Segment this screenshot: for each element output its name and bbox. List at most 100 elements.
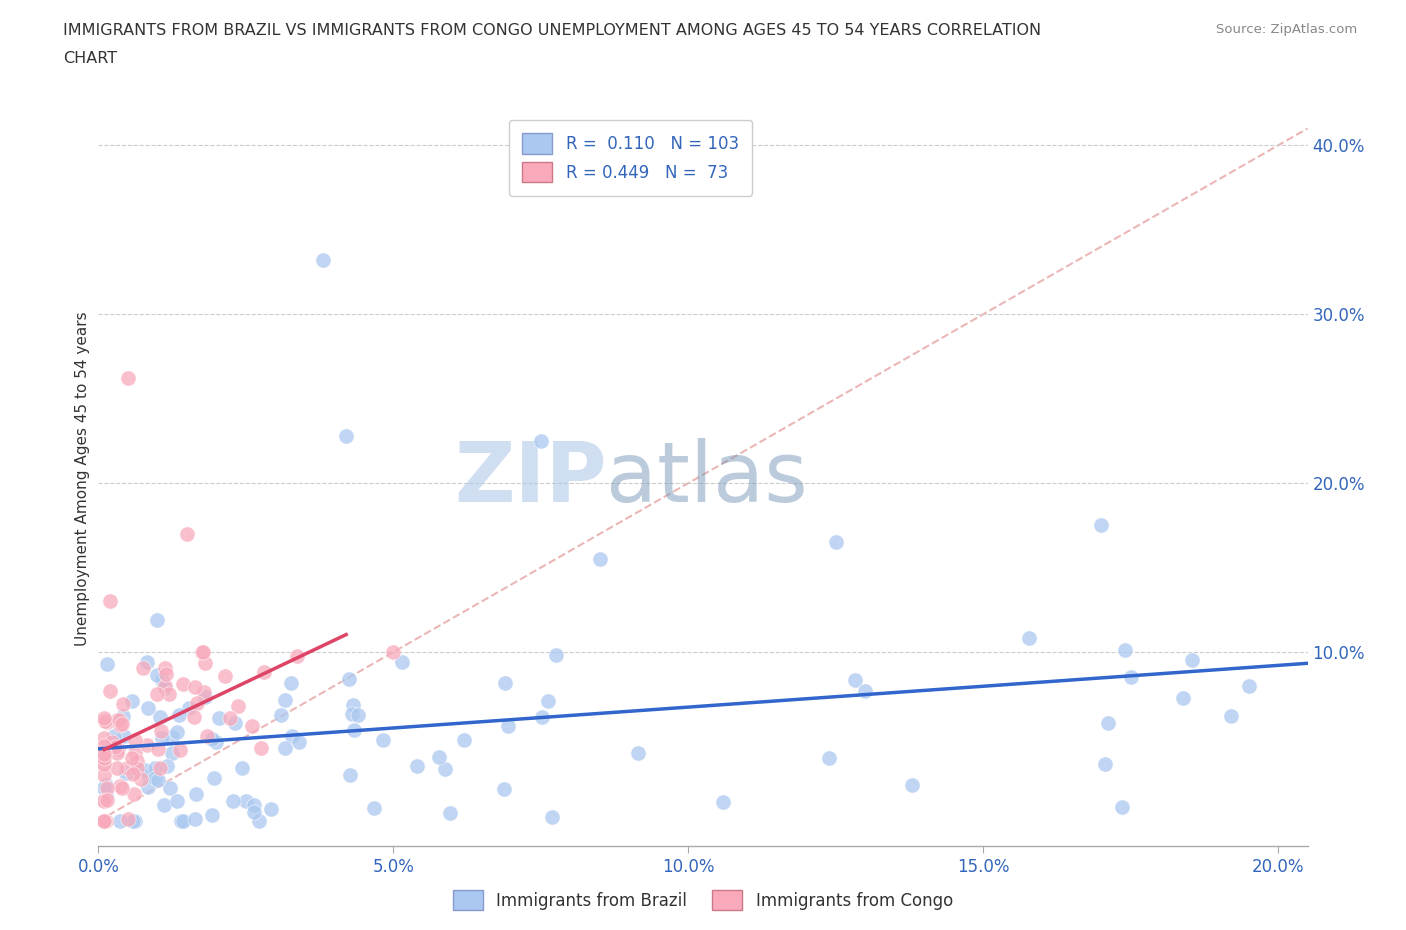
Point	[337, 671, 360, 686]
Point	[93, 814, 115, 829]
Point	[146, 668, 169, 683]
Point	[169, 743, 191, 758]
Point	[121, 814, 143, 829]
Point	[94, 714, 117, 729]
Point	[172, 677, 194, 692]
Point	[453, 733, 475, 748]
Point	[111, 697, 134, 711]
Point	[901, 777, 924, 792]
Point	[96, 788, 118, 803]
Point	[818, 751, 841, 765]
Point	[111, 709, 134, 724]
Point	[260, 802, 283, 817]
Point	[149, 724, 172, 738]
Legend: Immigrants from Brazil, Immigrants from Congo: Immigrants from Brazil, Immigrants from …	[447, 884, 959, 917]
Point	[1018, 631, 1040, 645]
Point	[177, 701, 200, 716]
Point	[1220, 708, 1243, 723]
Point	[108, 713, 131, 728]
Point	[149, 761, 172, 776]
Point	[183, 710, 205, 724]
Point	[274, 693, 297, 708]
Point	[108, 718, 131, 733]
Point	[184, 787, 207, 802]
Point	[433, 762, 456, 777]
Point	[1237, 678, 1260, 693]
Point	[194, 656, 217, 671]
Point	[405, 759, 427, 774]
Point	[105, 761, 128, 776]
Point	[252, 665, 274, 680]
Point	[110, 778, 132, 793]
Point	[186, 696, 208, 711]
Point	[250, 740, 273, 755]
Point	[531, 710, 554, 724]
Point	[117, 761, 139, 776]
Point	[93, 757, 115, 772]
Point	[627, 746, 650, 761]
Point	[235, 793, 257, 808]
Point	[136, 737, 159, 752]
Point	[111, 780, 134, 795]
Point	[204, 735, 226, 750]
Point	[155, 681, 177, 696]
Point	[134, 763, 156, 777]
Point	[115, 765, 138, 780]
Point	[496, 718, 519, 733]
Point	[193, 684, 215, 699]
Point	[159, 780, 181, 795]
Point	[107, 742, 129, 757]
Point	[150, 731, 173, 746]
Point	[125, 754, 148, 769]
Point	[195, 729, 218, 744]
Point	[176, 526, 198, 541]
Point	[93, 780, 115, 795]
Point	[391, 655, 413, 670]
Point	[589, 551, 612, 566]
Point	[111, 717, 134, 732]
Point	[117, 371, 139, 386]
Point	[94, 777, 117, 792]
Point	[93, 757, 115, 772]
Point	[122, 787, 145, 802]
Point	[335, 429, 357, 444]
Point	[121, 751, 143, 765]
Point	[160, 730, 183, 745]
Point	[105, 712, 128, 727]
Point	[153, 660, 176, 675]
Point	[93, 731, 115, 746]
Point	[93, 793, 115, 808]
Point	[138, 768, 160, 783]
Point	[439, 805, 461, 820]
Point	[132, 660, 155, 675]
Point	[93, 744, 115, 759]
Point	[222, 793, 245, 808]
Point	[103, 729, 125, 744]
Point	[247, 813, 270, 828]
Text: IMMIGRANTS FROM BRAZIL VS IMMIGRANTS FROM CONGO UNEMPLOYMENT AMONG AGES 45 TO 54: IMMIGRANTS FROM BRAZIL VS IMMIGRANTS FRO…	[63, 23, 1042, 38]
Point	[94, 814, 117, 829]
Point	[231, 761, 253, 776]
Point	[155, 667, 177, 682]
Point	[201, 731, 224, 746]
Text: Source: ZipAtlas.com: Source: ZipAtlas.com	[1216, 23, 1357, 36]
Point	[1097, 716, 1119, 731]
Point	[184, 680, 207, 695]
Point	[172, 814, 194, 829]
Point	[184, 812, 207, 827]
Point	[136, 700, 159, 715]
Y-axis label: Unemployment Among Ages 45 to 54 years: Unemployment Among Ages 45 to 54 years	[75, 312, 90, 646]
Point	[93, 751, 115, 765]
Point	[124, 733, 146, 748]
Point	[339, 767, 361, 782]
Point	[146, 687, 169, 702]
Point	[96, 792, 118, 807]
Point	[93, 747, 115, 762]
Point	[117, 811, 139, 826]
Point	[347, 708, 370, 723]
Point	[280, 728, 302, 743]
Point	[169, 707, 191, 722]
Point	[240, 719, 263, 734]
Point	[541, 809, 564, 824]
Point	[149, 710, 172, 724]
